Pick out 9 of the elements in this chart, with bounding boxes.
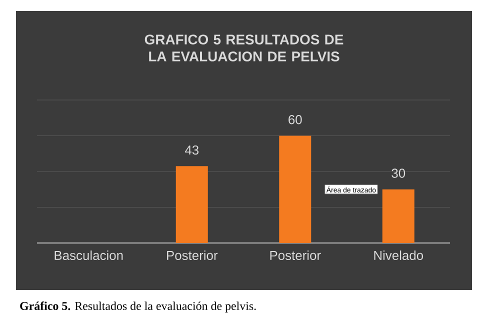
data-label: 43 xyxy=(184,145,199,155)
data-label: 30 xyxy=(392,168,406,178)
x-tick-label: Posterior xyxy=(270,250,321,260)
text: Gráfico 5. Resultados de la evaluación de pelvis. xyxy=(20,302,256,312)
chart-title: GRAFICO 5 RESULTADOS DE LA EVALUACION DE PELVIS xyxy=(144,34,344,62)
data-label: 60 xyxy=(288,115,302,124)
x-tick-label: Basculacion xyxy=(54,250,123,260)
x-tick-label: Posterior xyxy=(167,250,218,260)
x-tick-label: Nivelado xyxy=(374,250,424,260)
